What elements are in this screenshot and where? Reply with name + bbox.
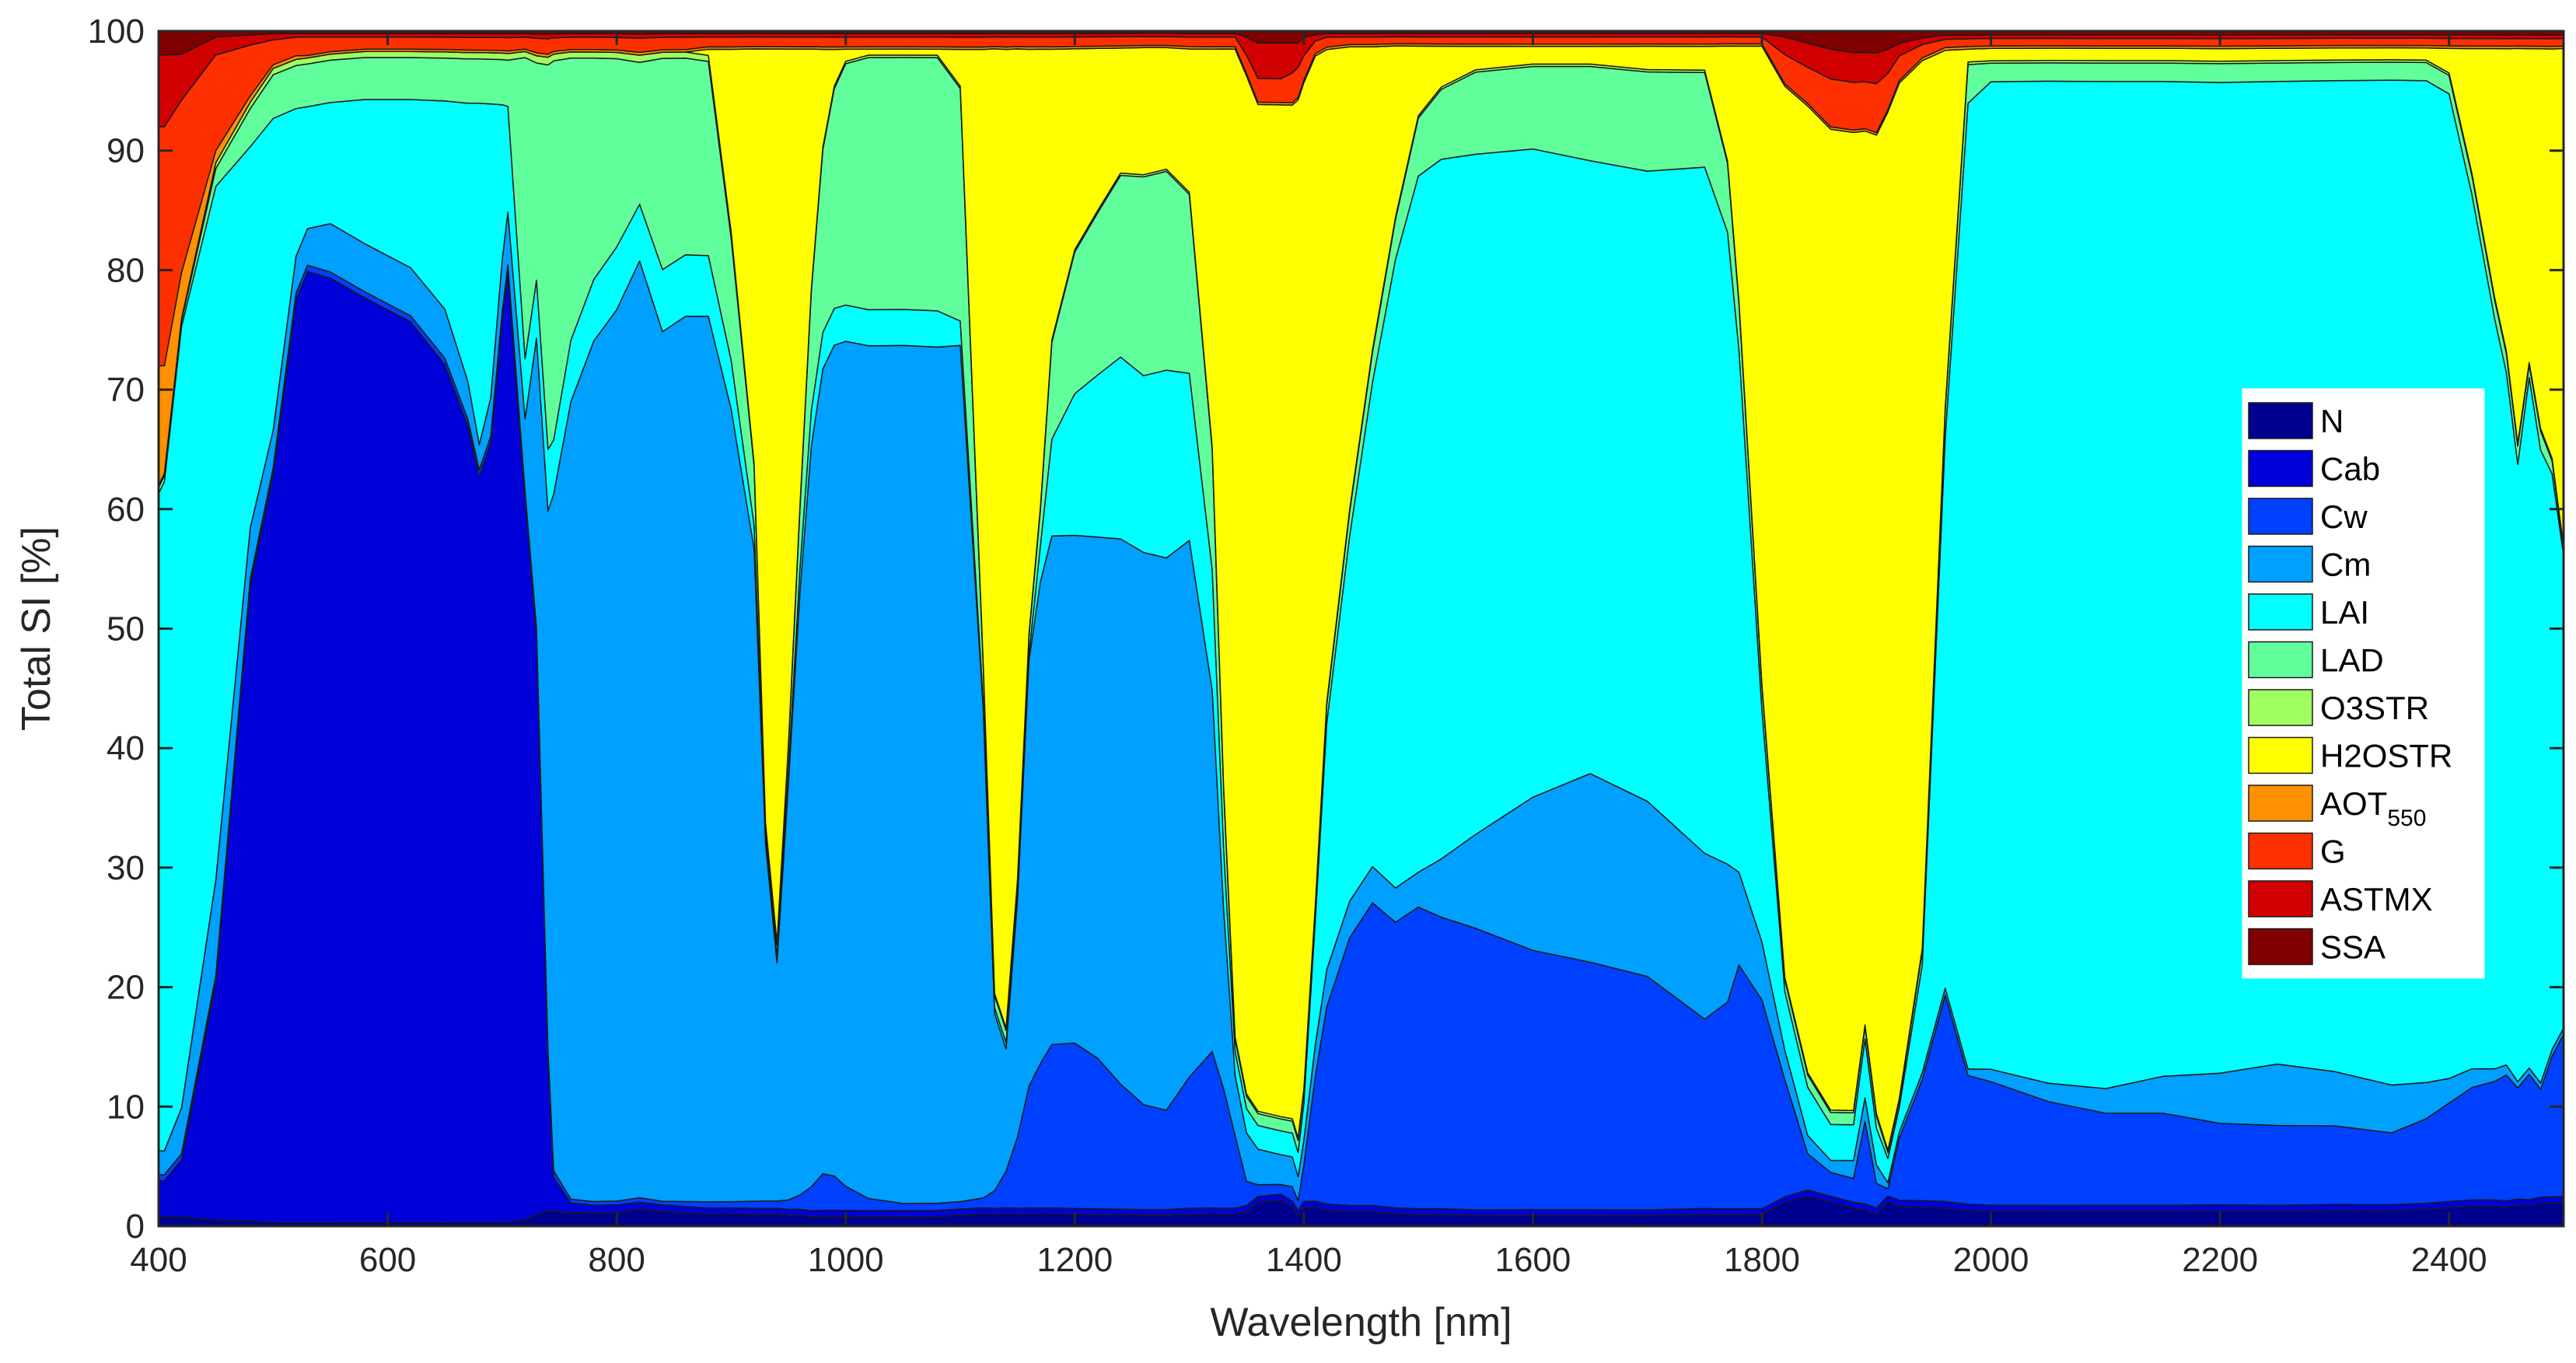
axis-ticks: 400 600 800 1000 1200 1400 1600 1800 2000 2200 240… <box>88 12 2564 1279</box>
y-tick-label: 10 <box>107 1088 145 1126</box>
y-axis-label: Total SI [%] <box>14 526 59 731</box>
legend-swatch <box>2248 689 2313 726</box>
legend-label: LAI <box>2320 594 2369 631</box>
y-tick-label: 80 <box>107 251 145 289</box>
legend-swatch <box>2248 785 2313 822</box>
x-tick-label: 1600 <box>1494 1241 1571 1279</box>
y-tick-label: 50 <box>107 610 145 648</box>
x-tick-label: 1000 <box>808 1241 884 1279</box>
y-tick-label: 60 <box>107 491 145 529</box>
legend-label: LAD <box>2320 642 2384 679</box>
x-axis-label: Wavelength [nm] <box>1210 1300 1512 1345</box>
x-tick-label: 2000 <box>1953 1241 2029 1279</box>
x-tick-label: 600 <box>359 1241 416 1279</box>
legend-label: N <box>2320 403 2344 439</box>
legend-label: H2OSTR <box>2320 738 2452 774</box>
legend-swatch <box>2248 593 2313 631</box>
legend-swatch <box>2248 928 2313 966</box>
y-tick-label: 70 <box>107 371 145 409</box>
x-tick-label: 2400 <box>2411 1241 2487 1279</box>
x-tick-label: 1200 <box>1036 1241 1113 1279</box>
legend-label: Cm <box>2320 547 2371 583</box>
legend-label: G <box>2320 834 2346 870</box>
x-tick-label: 1400 <box>1266 1241 1342 1279</box>
legend-swatch <box>2248 736 2313 774</box>
x-tick-label: 1800 <box>1724 1241 1800 1279</box>
legend-label: SSA <box>2320 929 2386 966</box>
y-tick-label: 40 <box>107 729 145 767</box>
legend-label: Cw <box>2320 498 2368 535</box>
legend-swatch <box>2248 498 2313 535</box>
y-tick-label: 20 <box>107 969 145 1007</box>
y-tick-label: 90 <box>107 132 145 170</box>
legend-swatch <box>2248 402 2313 439</box>
legend-swatch <box>2248 641 2313 679</box>
legend-swatch <box>2248 449 2313 488</box>
y-tick-label: 30 <box>107 849 145 887</box>
legend-swatch <box>2248 880 2313 917</box>
x-tick-label: 800 <box>588 1241 645 1279</box>
legend-label: O3STR <box>2320 690 2429 726</box>
legend-label-subscript: 550 <box>2387 806 2426 831</box>
legend-label: ASTMX <box>2320 881 2433 917</box>
area-series-group <box>158 30 2564 1227</box>
y-tick-label: 0 <box>126 1207 145 1246</box>
legend-swatch <box>2248 545 2313 583</box>
x-tick-label: 400 <box>130 1241 187 1279</box>
x-tick-label: 2200 <box>2182 1241 2258 1279</box>
legend-swatch <box>2248 832 2313 870</box>
legend-box <box>2242 388 2485 979</box>
y-tick-label: 100 <box>88 12 145 51</box>
legend-label: Cab <box>2320 451 2380 488</box>
